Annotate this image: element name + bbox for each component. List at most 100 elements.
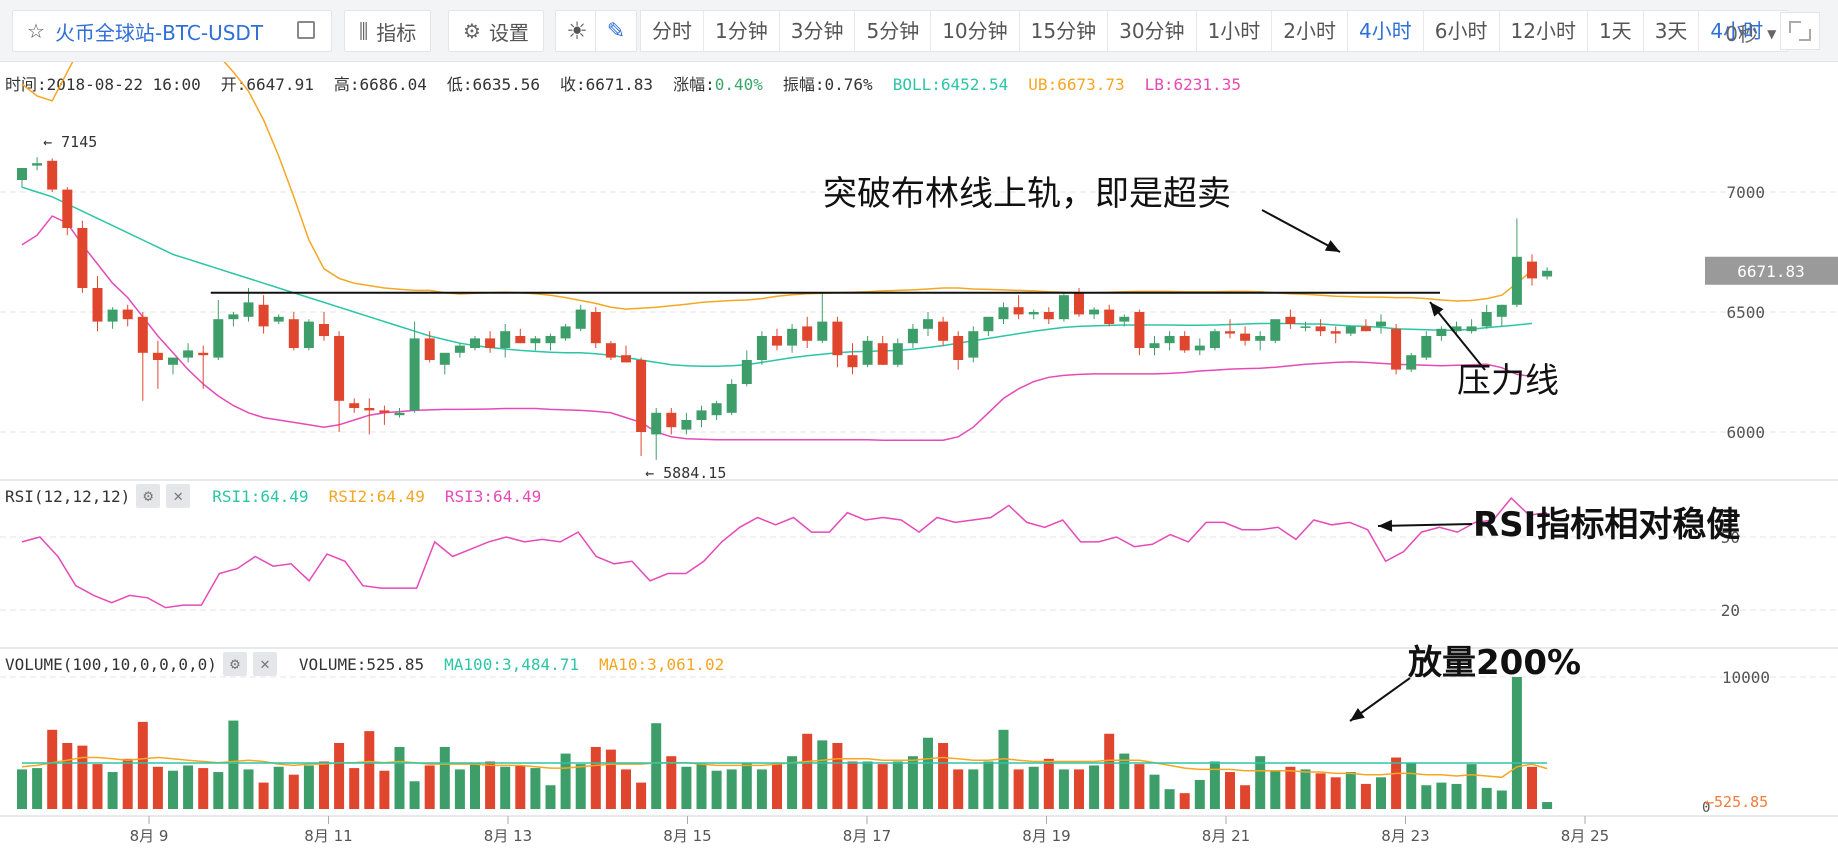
candle-body [1058,295,1069,320]
candle-body [1542,270,1553,277]
volume-bar [1496,790,1507,809]
volume-bar [787,756,798,809]
ma10-value: MA10:3,061.02 [599,654,725,674]
volume-bar [1391,757,1402,809]
volume-bar [651,723,662,809]
ma100-value: MA100:3,484.71 [444,654,580,674]
period-tab[interactable]: 10分钟 [931,11,1020,51]
info-ub: UB:6673.73 [1028,75,1125,94]
volume-bar [877,764,888,809]
volume-bar [1194,779,1205,809]
rsi-settings-icon[interactable]: ⚙ [136,484,161,508]
volume-bar [892,761,903,809]
max-price-marker: ← 7145 [43,133,97,151]
period-tab[interactable]: 15分钟 [1020,11,1109,51]
volume-bar [1511,677,1522,809]
favorite-star-icon[interactable]: ☆ [27,19,45,43]
rsi-name: RSI(12,12,12) [5,486,131,506]
rsi3-value: RSI3:64.49 [444,486,542,506]
candle-body [711,403,722,416]
copy-icon[interactable] [297,21,315,39]
symbol-selector[interactable]: ☆ 火币全球站-BTC-USDT [12,10,332,52]
candle-body [334,336,345,401]
boll-mid-line [21,186,1533,367]
candle-body [122,309,133,320]
candle-body [485,338,496,348]
chart-toolbar: ☆ 火币全球站-BTC-USDT ⫼ 指标 ⚙ 设置 ☀ ✎ 分时 1分钟 3分钟 5… [0,0,1838,62]
candle-body [560,326,571,339]
candle-body [832,321,843,356]
rsi-tick-label: 50 [1721,528,1740,547]
rsi2-value: RSI2:64.49 [328,486,425,506]
fullscreen-icon[interactable] [1780,12,1820,50]
period-tab[interactable]: 4小时 [1348,11,1424,51]
volume-bar [923,737,933,809]
candle-body [923,319,933,329]
period-tab[interactable]: 1分钟 [704,11,780,51]
volume-bar [409,781,420,809]
kline-chart[interactable]: 6000 6500 7000 20 50 10000 0 8月 9 8月 11 8月 13 8月 1… [0,62,1838,853]
volume-bar [258,782,269,809]
volume-close-icon[interactable]: ✕ [252,652,277,676]
period-dropdown[interactable]: 4小时 ▼ [1710,19,1777,43]
candle-body [107,309,118,322]
candle-body [877,343,888,365]
volume-bar [1345,772,1356,809]
volume-settings-icon[interactable]: ⚙ [222,652,247,676]
volume-bar [575,764,586,809]
period-tab[interactable]: 3分钟 [780,11,856,51]
period-tab[interactable]: 3天 [1644,11,1700,51]
volume-bar [545,785,556,809]
volume-bar [1360,783,1371,809]
period-tab[interactable]: 12小时 [1500,11,1588,51]
price-tick-label: 6000 [1726,423,1765,442]
pressure-arrow [1429,301,1486,371]
volume-bar [832,743,843,809]
volume-bar [1240,785,1251,809]
period-tab[interactable]: 分时 [641,11,704,51]
rsi-tick-label: 20 [1721,601,1740,620]
rsi-close-icon[interactable]: ✕ [166,484,191,508]
settings-label: 设置 [488,20,529,45]
volume-bar [349,768,360,809]
candle-body [409,338,420,411]
candle-body [1270,319,1281,341]
volume-bar [817,740,828,809]
period-tab[interactable]: 2小时 [1272,11,1349,51]
volume-bar [485,761,496,809]
volume-bar [1285,766,1296,809]
candle-body [1134,312,1145,348]
indicator-button[interactable]: ⫼ 指标 [344,10,432,52]
info-low: 低:6635.56 [446,75,540,94]
candle-body [696,410,707,420]
volume-bar [1209,761,1220,809]
period-tab[interactable]: 1小时 [1197,11,1273,51]
period-tab[interactable]: 1天 [1588,11,1644,51]
period-tab[interactable]: 30分钟 [1108,11,1197,51]
volume-bar [122,758,133,809]
candle-body [1315,326,1326,332]
period-tab[interactable]: 6小时 [1424,11,1500,51]
candle-body [1028,312,1039,315]
candle-body [1179,336,1190,351]
candle-body [319,324,329,336]
candle-body [152,352,163,360]
period-tab[interactable]: 5分钟 [855,11,932,51]
candle-body [530,338,541,344]
volume-value: VOLUME:525.85 [298,654,425,674]
x-tick-label: 8月 25 [1561,827,1609,845]
x-tick-label: 8月 11 [304,827,352,845]
volume-arrow-head [1350,707,1365,721]
volume-bar [1542,802,1553,809]
candle-body [228,314,239,320]
settings-button[interactable]: ⚙ 设置 [448,10,544,52]
candle-body [213,319,224,358]
theme-toggle[interactable]: ☀ [555,10,599,52]
info-close: 收:6671.83 [560,75,654,94]
candle-body [787,328,798,346]
rsi-line [21,497,1548,609]
volume-bar [802,733,813,809]
draw-tool-button[interactable]: ✎ [595,10,637,52]
price-tick-label: 7000 [1726,183,1765,202]
volume-bar [998,729,1009,809]
